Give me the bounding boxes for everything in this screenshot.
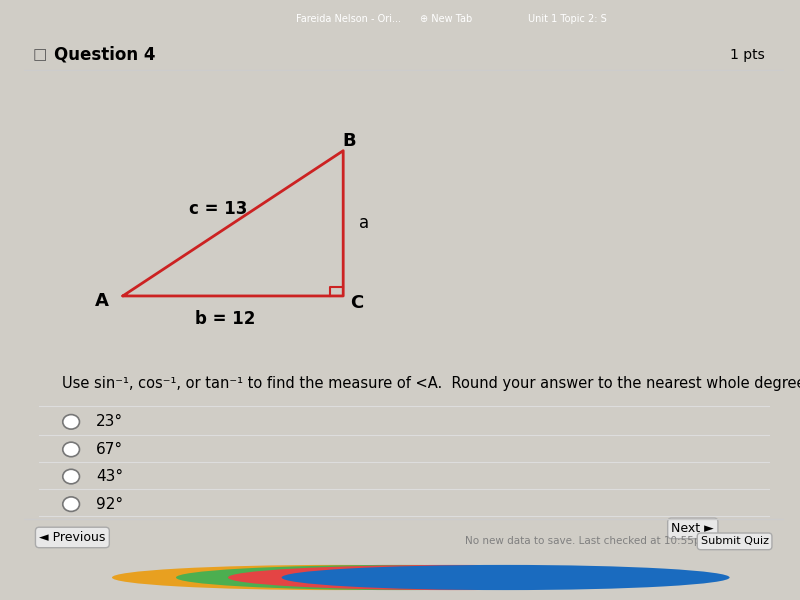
Text: 67°: 67° bbox=[96, 442, 123, 457]
Ellipse shape bbox=[62, 415, 79, 429]
Circle shape bbox=[228, 565, 676, 590]
Text: a: a bbox=[359, 214, 370, 232]
Text: Unit 1 Topic 2: S: Unit 1 Topic 2: S bbox=[528, 14, 606, 25]
Ellipse shape bbox=[62, 497, 79, 511]
Text: A: A bbox=[95, 292, 110, 310]
Text: 92°: 92° bbox=[96, 497, 123, 512]
Circle shape bbox=[282, 565, 730, 590]
Text: c = 13: c = 13 bbox=[189, 200, 247, 218]
Text: No new data to save. Last checked at 10:55pm: No new data to save. Last checked at 10:… bbox=[465, 536, 710, 547]
Circle shape bbox=[176, 565, 624, 590]
Text: Next ►: Next ► bbox=[671, 522, 714, 535]
Text: Use sin⁻¹, cos⁻¹, or tan⁻¹ to find the measure of <A.  Round your answer to the : Use sin⁻¹, cos⁻¹, or tan⁻¹ to find the m… bbox=[62, 376, 800, 391]
Circle shape bbox=[112, 565, 560, 590]
Ellipse shape bbox=[62, 442, 79, 457]
Text: □: □ bbox=[33, 47, 47, 62]
Text: 1 pts: 1 pts bbox=[730, 48, 765, 62]
Text: Submit Quiz: Submit Quiz bbox=[701, 536, 769, 547]
Text: 23°: 23° bbox=[96, 415, 123, 430]
Text: Question 4: Question 4 bbox=[54, 46, 156, 64]
Ellipse shape bbox=[62, 469, 79, 484]
Text: ◄ Previous: ◄ Previous bbox=[39, 531, 106, 544]
Text: 43°: 43° bbox=[96, 469, 123, 484]
Text: ⊕ New Tab: ⊕ New Tab bbox=[420, 14, 472, 25]
Text: C: C bbox=[350, 294, 363, 312]
Text: B: B bbox=[342, 132, 356, 150]
Text: Fareida Nelson - Ori...: Fareida Nelson - Ori... bbox=[296, 14, 401, 25]
Text: b = 12: b = 12 bbox=[195, 310, 255, 328]
